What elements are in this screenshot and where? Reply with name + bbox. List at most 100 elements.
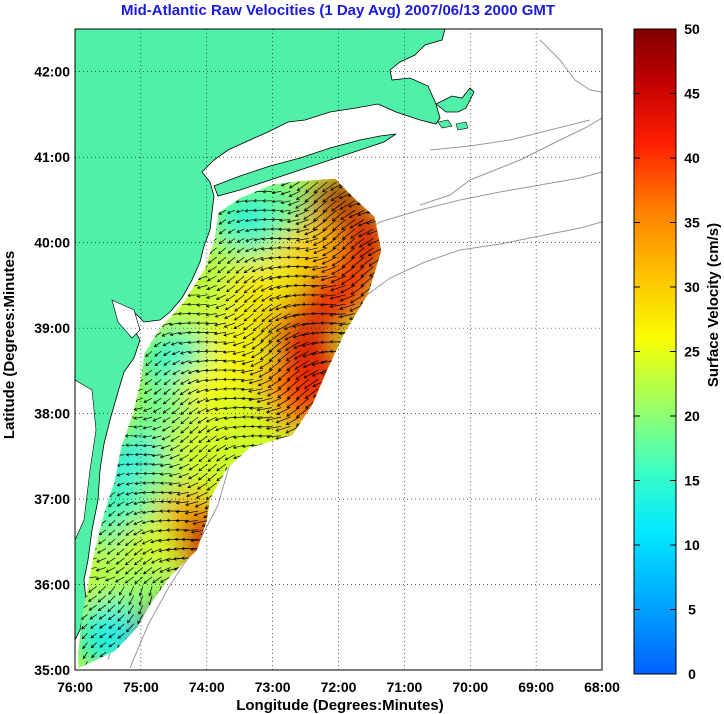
velocity-arrow bbox=[116, 473, 125, 477]
velocity-arrow bbox=[196, 397, 208, 404]
velocity-arrow bbox=[313, 181, 328, 194]
velocity-arrow bbox=[170, 435, 180, 442]
bay-chesapeake bbox=[75, 379, 97, 541]
velocity-arrow bbox=[341, 256, 356, 268]
velocity-arrow bbox=[196, 303, 208, 307]
velocity-arrow bbox=[133, 501, 143, 506]
velocity-arrow bbox=[196, 407, 208, 414]
velocity-arrow bbox=[234, 303, 245, 312]
velocity-arrow bbox=[262, 199, 272, 203]
velocity-arrow bbox=[295, 219, 309, 225]
velocity-arrow bbox=[260, 275, 273, 282]
velocity-arrow bbox=[350, 238, 365, 249]
velocity-arrow bbox=[206, 426, 217, 433]
velocity-arrow bbox=[114, 576, 125, 583]
velocity-arrow bbox=[276, 407, 291, 415]
velocity-arrow bbox=[188, 416, 199, 425]
velocity-arrow bbox=[165, 557, 180, 562]
velocity-arrow bbox=[204, 340, 217, 344]
velocity-arrow bbox=[236, 247, 245, 253]
velocity-arrow bbox=[252, 332, 263, 341]
velocity-arrow bbox=[141, 538, 153, 545]
velocity-arrow bbox=[286, 397, 300, 409]
velocity-arrow bbox=[125, 520, 134, 526]
velocity-arrow bbox=[240, 369, 254, 374]
velocity-arrow bbox=[143, 576, 153, 584]
velocity-arrow bbox=[207, 266, 217, 273]
velocity-arrow bbox=[107, 538, 116, 545]
colorbar-label: Surface Velocity (cm/s) bbox=[705, 223, 722, 387]
velocity-arrow bbox=[207, 256, 217, 264]
colorbar-ticks: 0 5 10 15 20 25 30 35 40 45 50 bbox=[634, 21, 700, 682]
velocity-arrow bbox=[359, 247, 374, 258]
velocity-arrow bbox=[180, 435, 190, 443]
velocity-arrow bbox=[108, 520, 116, 527]
velocity-arrow bbox=[304, 228, 319, 236]
velocity-arrow bbox=[207, 444, 217, 453]
velocity-arrow bbox=[232, 350, 245, 356]
velocity-arrow bbox=[231, 369, 245, 373]
x-tick-label: 76:00 bbox=[57, 679, 93, 695]
velocity-arrow bbox=[214, 407, 226, 412]
velocity-arrow bbox=[143, 462, 153, 466]
velocity-arrow bbox=[265, 426, 282, 430]
velocity-arrow bbox=[145, 360, 153, 367]
velocity-arrow bbox=[222, 368, 236, 372]
velocity-arrow bbox=[351, 247, 365, 259]
velocity-arrow bbox=[311, 360, 328, 367]
velocity-arrow bbox=[152, 426, 162, 431]
velocity-arrow bbox=[301, 341, 319, 348]
velocity-arrow bbox=[243, 294, 254, 303]
velocity-arrow bbox=[310, 302, 328, 306]
velocity-arrow bbox=[226, 275, 236, 283]
velocity-arrow bbox=[152, 416, 162, 422]
velocity-arrow bbox=[232, 341, 245, 347]
velocity-arrow bbox=[262, 208, 272, 212]
velocity-arrow bbox=[215, 426, 226, 432]
y-tick-label: 37:00 bbox=[34, 491, 70, 507]
velocity-arrow bbox=[350, 228, 365, 239]
velocity-arrow bbox=[163, 360, 171, 366]
velocity-arrow bbox=[276, 341, 291, 353]
velocity-arrow bbox=[134, 481, 143, 486]
velocity-arrow bbox=[293, 341, 309, 349]
land-mainland bbox=[75, 29, 446, 641]
velocity-arrow bbox=[105, 576, 116, 582]
velocity-arrow bbox=[198, 463, 208, 472]
velocity-arrow bbox=[133, 510, 143, 515]
velocity-arrow bbox=[351, 256, 365, 269]
velocity-arrow bbox=[172, 379, 180, 385]
velocity-arrow bbox=[184, 510, 199, 515]
velocity-arrow bbox=[295, 369, 310, 380]
velocity-arrow bbox=[357, 219, 374, 227]
velocity-arrow bbox=[250, 360, 263, 367]
velocity-arrow bbox=[167, 500, 180, 504]
velocity-arrow bbox=[186, 491, 199, 498]
velocity-arrow bbox=[222, 350, 236, 354]
velocity-arrow bbox=[141, 510, 153, 515]
velocity-arrow bbox=[267, 379, 282, 388]
velocity-arrow bbox=[169, 444, 180, 451]
velocity-arrow bbox=[188, 473, 199, 480]
velocity-arrow bbox=[82, 651, 88, 660]
velocity-arrow bbox=[256, 407, 273, 412]
velocity-arrow bbox=[125, 482, 134, 486]
velocity-arrow bbox=[261, 303, 273, 312]
velocity-arrow bbox=[213, 349, 226, 354]
velocity-arrow bbox=[168, 473, 180, 477]
velocity-arrow bbox=[227, 219, 236, 224]
velocity-arrow bbox=[161, 435, 171, 441]
velocity-arrow bbox=[227, 228, 236, 234]
velocity-arrow bbox=[154, 369, 162, 376]
velocity-arrow bbox=[215, 294, 227, 300]
velocity-arrow bbox=[81, 633, 88, 640]
x-tick-label: 75:00 bbox=[123, 679, 159, 695]
velocity-arrow bbox=[215, 435, 227, 442]
velocity-arrow bbox=[330, 191, 346, 202]
velocity-arrow bbox=[312, 256, 328, 263]
y-axis-ticks: 35:00 36:00 37:00 38:00 39:00 40:00 41:00 42:00 bbox=[34, 64, 70, 678]
velocity-arrow bbox=[97, 604, 107, 612]
velocity-arrow bbox=[172, 360, 180, 365]
velocity-arrow bbox=[322, 181, 337, 193]
